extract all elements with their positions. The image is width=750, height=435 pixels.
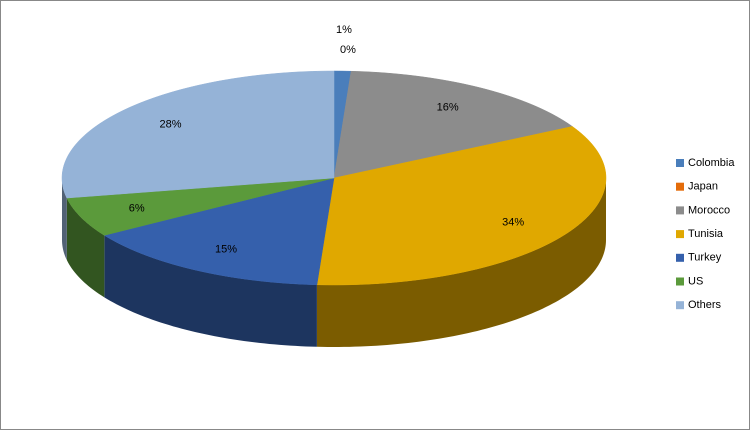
legend-label: US (688, 275, 703, 287)
slice (316, 126, 607, 286)
legend-swatch (676, 301, 684, 310)
slice-side (104, 235, 317, 347)
slice (103, 177, 335, 286)
slice-side (316, 178, 606, 347)
legend-swatch (676, 230, 684, 239)
legend-swatch (676, 206, 684, 215)
legend-swatch (676, 182, 684, 191)
data-label: 34% (502, 217, 524, 229)
legend-label: Tunisia (688, 228, 724, 240)
slice (66, 177, 335, 236)
slice (333, 70, 573, 179)
data-label: 1% (336, 24, 352, 36)
data-label: 16% (437, 101, 459, 113)
legend-swatch (676, 159, 684, 167)
slice-side (66, 198, 105, 298)
legend-label: Japan (688, 181, 718, 193)
data-label: 15% (215, 244, 237, 256)
data-label: 28% (160, 119, 182, 131)
data-label: 6% (129, 203, 145, 215)
legend-label: Morocco (688, 204, 730, 216)
legend-label: Others (688, 299, 722, 311)
legend-swatch (676, 253, 684, 262)
legend-swatch (676, 277, 684, 286)
legend-label: Colombia (688, 157, 735, 169)
legend-label: Turkey (688, 252, 722, 264)
data-label: 0% (340, 44, 356, 56)
slice (61, 70, 335, 199)
slice-side (62, 178, 67, 261)
